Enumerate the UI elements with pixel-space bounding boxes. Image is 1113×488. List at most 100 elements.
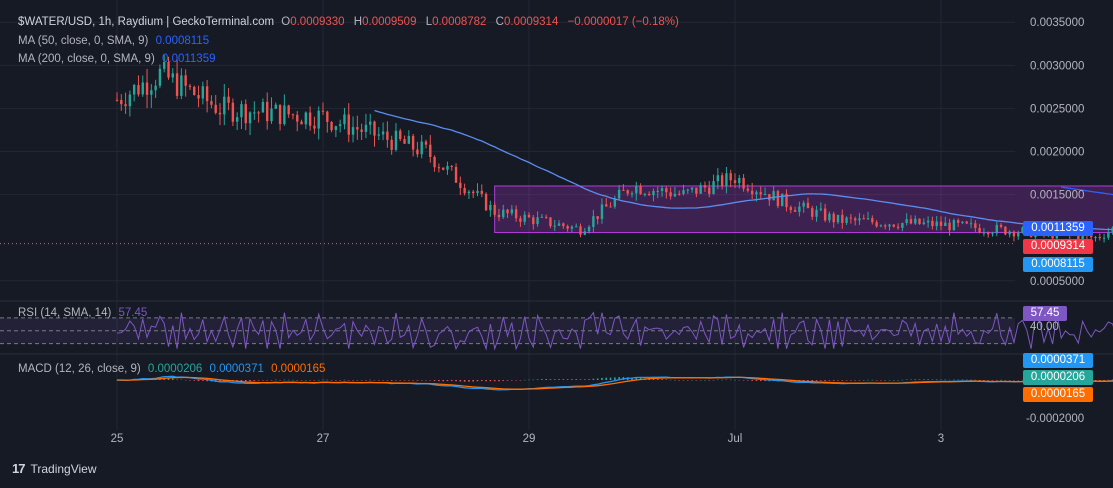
macd-histogram-bar xyxy=(322,379,324,381)
low-label: L xyxy=(425,16,433,28)
macd-histogram-bar xyxy=(176,379,178,381)
macd-histogram-bar xyxy=(717,379,719,381)
macd-histogram-bar xyxy=(897,379,899,381)
candle-body xyxy=(746,188,750,191)
candle-body xyxy=(738,177,741,184)
footer[interactable]: 17 TradingView xyxy=(12,461,97,476)
macd-histogram-bar xyxy=(566,379,569,380)
candle-body xyxy=(742,177,745,189)
candle-body xyxy=(665,188,668,193)
macd-histogram-bar xyxy=(442,380,444,382)
candle-body xyxy=(793,210,797,212)
candle-body xyxy=(381,131,385,135)
macd-histogram-bar xyxy=(665,379,668,380)
macd-histogram-bar xyxy=(892,379,895,381)
candle-body xyxy=(549,217,552,227)
candle-body xyxy=(360,129,363,132)
macd-histogram-bar xyxy=(661,379,663,380)
candle-body xyxy=(811,208,814,217)
candle-body xyxy=(690,187,694,190)
candle-body xyxy=(484,193,488,211)
candle-body xyxy=(394,130,398,150)
candle-body xyxy=(235,117,239,122)
candle-body xyxy=(403,139,406,144)
candle-body xyxy=(124,104,127,107)
candle-body xyxy=(171,73,174,78)
candle-body xyxy=(600,204,604,220)
macd-histogram-bar xyxy=(541,379,543,380)
candle-body xyxy=(759,192,762,195)
candle-body xyxy=(952,220,956,231)
rsi-legend: RSI (14, SMA, 14) 57.45 xyxy=(18,307,151,319)
macd-histogram-bar xyxy=(850,380,852,381)
macd-histogram-bar xyxy=(905,379,908,381)
macd-histogram-bar xyxy=(274,379,277,381)
macd-histogram-bar xyxy=(901,379,904,381)
candle-body xyxy=(725,173,728,187)
macd-histogram-bar xyxy=(528,379,530,381)
candle-body xyxy=(373,121,376,136)
symbol-label: $WATER/USD, 1h, Raydium | GeckoTerminal.… xyxy=(18,16,275,28)
macd-histogram-bar xyxy=(502,380,505,381)
macd-histogram-bar xyxy=(485,380,487,382)
candle-body xyxy=(205,86,209,102)
candle-body xyxy=(497,214,501,218)
candle-body xyxy=(969,223,973,225)
macd-histogram-bar xyxy=(734,379,736,381)
macd-histogram-bar xyxy=(382,380,384,381)
macd-histogram-bar xyxy=(335,380,337,381)
change-value: −0.0000017 (−0.18%) xyxy=(567,16,679,28)
macd-histogram-bar xyxy=(729,379,732,381)
candle-body xyxy=(261,101,265,113)
candle-body xyxy=(909,219,913,224)
macd-histogram-bar xyxy=(558,379,560,380)
macd-histogram-bar xyxy=(511,380,513,381)
x-tick-label: 29 xyxy=(523,433,536,445)
macd-histogram-bar xyxy=(910,379,912,381)
candle-body xyxy=(776,191,780,207)
macd-histogram-bar xyxy=(202,380,204,381)
candle-body xyxy=(918,218,921,225)
macd-histogram-bar xyxy=(1103,380,1105,381)
candle-body xyxy=(201,86,205,99)
rsi-value-tag: 57.45 xyxy=(1023,306,1067,321)
candle-body xyxy=(772,191,775,201)
macd-histogram-bar xyxy=(712,379,715,381)
macd-hist-tag: 0.0000206 xyxy=(1023,370,1093,385)
candle-body xyxy=(673,193,677,197)
macd-histogram-bar xyxy=(845,380,848,381)
candle-body xyxy=(519,218,522,222)
candle-body xyxy=(798,206,801,212)
close-price-tag: 0.0009314 xyxy=(1023,239,1093,254)
candle-body xyxy=(626,190,629,194)
candle-body xyxy=(266,101,269,122)
candle-body xyxy=(532,217,535,225)
candle-body xyxy=(630,193,634,195)
x-tick-label: 3 xyxy=(938,433,944,445)
macd-histogram-bar xyxy=(506,380,509,381)
candle-body xyxy=(214,104,217,113)
macd-histogram-bar xyxy=(841,380,844,381)
macd-histogram-bar xyxy=(652,378,655,380)
candle-body xyxy=(523,214,526,222)
candle-body xyxy=(823,208,827,221)
candle-body xyxy=(926,220,930,223)
candle-body xyxy=(210,101,213,105)
candle-body xyxy=(781,193,784,207)
macd-histogram-bar xyxy=(1013,380,1015,381)
macd-histogram-bar xyxy=(811,380,814,382)
high-value: H0.0009509 xyxy=(354,16,417,28)
macd-histogram-bar xyxy=(292,379,294,381)
macd-v3: 0.0000165 xyxy=(271,363,326,375)
macd-histogram-bar xyxy=(240,380,243,382)
candle-body xyxy=(510,209,514,214)
macd-histogram-bar xyxy=(987,380,990,381)
candle-body xyxy=(956,220,960,223)
macd-histogram-bar xyxy=(824,380,826,381)
candle-body xyxy=(343,114,346,125)
macd-histogram-bar xyxy=(287,379,290,381)
macd-histogram-bar xyxy=(167,378,170,380)
candle-body xyxy=(871,218,874,223)
ohlc-legend: $WATER/USD, 1h, Raydium | GeckoTerminal.… xyxy=(18,16,683,28)
candle-body xyxy=(326,111,329,122)
